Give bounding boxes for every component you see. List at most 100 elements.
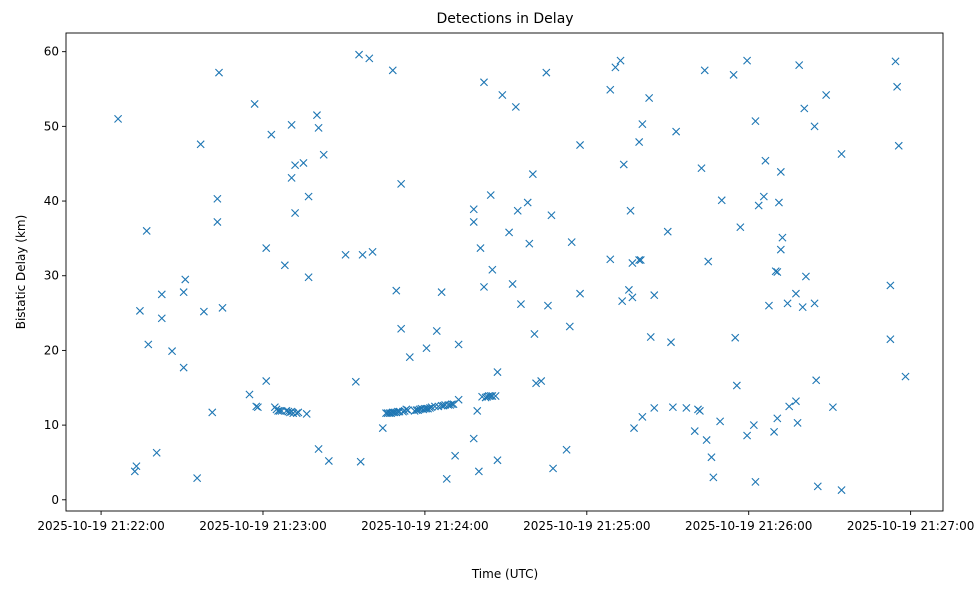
- data-point: [304, 192, 313, 201]
- x-tick-label: 2025-10-19 21:23:00: [199, 519, 326, 533]
- data-point: [576, 141, 585, 150]
- data-point: [749, 421, 758, 430]
- data-point: [650, 291, 659, 300]
- x-tick-label: 2025-10-19 21:25:00: [523, 519, 650, 533]
- data-point: [537, 377, 546, 386]
- data-point: [508, 279, 517, 288]
- y-tick-label: 50: [44, 119, 59, 133]
- data-point: [783, 299, 792, 308]
- data-point: [324, 456, 333, 465]
- data-point: [469, 217, 478, 226]
- data-point: [157, 290, 166, 299]
- data-point: [525, 239, 534, 248]
- data-point: [476, 244, 485, 253]
- data-point: [616, 56, 625, 65]
- data-point: [213, 194, 222, 203]
- data-point: [253, 403, 262, 412]
- data-point: [505, 228, 514, 237]
- data-point: [886, 335, 895, 344]
- data-point: [523, 198, 532, 207]
- data-point: [771, 267, 780, 276]
- data-point: [280, 261, 289, 270]
- plot-frame: [65, 32, 944, 512]
- data-point: [891, 57, 900, 66]
- data-point: [284, 407, 293, 416]
- data-point: [292, 409, 301, 418]
- data-point: [208, 408, 217, 417]
- data-point: [751, 117, 760, 126]
- axes: 2025-10-19 21:22:00 2025-10-19 21:23:00 20…: [37, 45, 974, 533]
- data-point: [702, 436, 711, 445]
- data-point: [405, 353, 414, 362]
- data-point: [252, 402, 261, 411]
- data-point: [638, 412, 647, 421]
- data-point: [168, 347, 177, 356]
- data-point: [695, 406, 704, 415]
- data-point: [801, 272, 810, 281]
- data-point: [446, 400, 455, 409]
- data-point: [628, 259, 637, 268]
- data-point: [690, 427, 699, 436]
- data-point: [528, 170, 537, 179]
- data-point: [285, 408, 294, 417]
- data-point: [181, 275, 190, 284]
- data-point: [351, 377, 360, 386]
- data-point: [513, 206, 522, 215]
- data-point: [402, 405, 411, 414]
- data-point: [732, 381, 741, 390]
- data-point: [743, 431, 752, 440]
- data-point: [355, 50, 364, 59]
- data-point: [761, 156, 770, 165]
- data-point: [516, 300, 525, 309]
- data-point: [511, 102, 520, 111]
- x-tick-label: 2025-10-19 21:27:00: [847, 519, 974, 533]
- data-point: [480, 78, 488, 87]
- data-point: [262, 244, 271, 253]
- data-point: [427, 403, 436, 412]
- data-point: [636, 256, 645, 265]
- data-point: [498, 91, 507, 99]
- data-point: [213, 217, 222, 226]
- data-point: [795, 61, 804, 70]
- data-point: [635, 256, 644, 265]
- data-point: [447, 400, 456, 409]
- data-point: [663, 227, 672, 236]
- data-point: [179, 363, 188, 372]
- data-point: [469, 434, 478, 443]
- data-point: [717, 196, 726, 205]
- y-tick-label: 20: [44, 343, 59, 357]
- data-point: [776, 245, 785, 254]
- data-point: [432, 327, 441, 335]
- data-point: [274, 406, 283, 415]
- y-axis-label: Bistatic Delay (km): [14, 215, 28, 330]
- data-point: [302, 409, 311, 418]
- data-point: [179, 288, 188, 297]
- data-point: [319, 150, 328, 159]
- data-point: [397, 324, 406, 333]
- data-point: [791, 397, 800, 406]
- data-point: [837, 150, 846, 158]
- data-point: [776, 167, 785, 176]
- data-point: [606, 85, 615, 94]
- data-point: [287, 173, 296, 182]
- data-points: [114, 50, 910, 495]
- data-point: [770, 427, 779, 436]
- data-point: [645, 93, 654, 102]
- data-point: [606, 255, 615, 264]
- data-point: [144, 340, 153, 349]
- data-point: [759, 192, 768, 201]
- data-point: [473, 406, 482, 415]
- data-point: [275, 406, 284, 415]
- y-tick-label: 0: [51, 493, 59, 507]
- data-point: [667, 338, 675, 347]
- data-point: [638, 120, 647, 129]
- data-point: [218, 303, 227, 312]
- data-point: [798, 303, 807, 312]
- data-point: [697, 164, 706, 173]
- data-point: [157, 314, 166, 323]
- data-point: [812, 376, 821, 385]
- data-point: [709, 473, 718, 482]
- data-point: [422, 344, 431, 353]
- data-point: [837, 486, 846, 495]
- y-tick-label: 10: [44, 418, 59, 432]
